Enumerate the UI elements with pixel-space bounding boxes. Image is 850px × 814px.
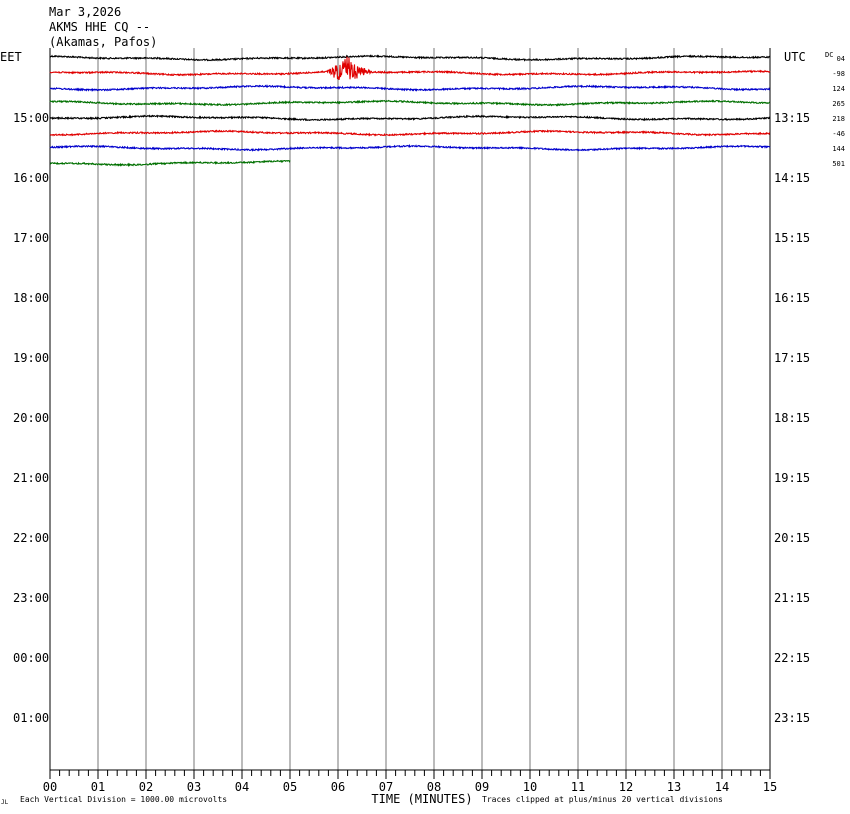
dc-label: DC bbox=[825, 51, 833, 59]
dc-offset-value: 501 bbox=[832, 160, 845, 168]
dc-offset-values: 04 -98 124 265 218 -46 144 501 bbox=[832, 55, 845, 168]
left-hour-labels: 15:00 16:00 17:00 18:00 19:00 20:00 21:00 22:00… bbox=[13, 111, 49, 725]
dc-offset-value: 265 bbox=[832, 100, 845, 108]
header-location: (Akamas, Pafos) bbox=[49, 35, 157, 49]
left-hour-label: 23:00 bbox=[13, 591, 49, 605]
x-tick-label: 08 bbox=[427, 780, 441, 794]
dc-offset-value: 144 bbox=[832, 145, 845, 153]
left-timezone-label: EET bbox=[0, 50, 22, 64]
x-tick-label: 15 bbox=[763, 780, 777, 794]
seismic-trace-row-1 bbox=[49, 56, 771, 81]
x-tick-label: 09 bbox=[475, 780, 489, 794]
dc-offset-value: 218 bbox=[832, 115, 845, 123]
x-tick-label: 12 bbox=[619, 780, 633, 794]
x-tick-label: 05 bbox=[283, 780, 297, 794]
x-tick-label: 03 bbox=[187, 780, 201, 794]
right-hour-label: 23:15 bbox=[774, 711, 810, 725]
x-axis: 00 01 02 03 04 05 06 07 08 09 10 11 12 13 14 15 bbox=[43, 770, 777, 794]
right-hour-label: 17:15 bbox=[774, 351, 810, 365]
x-tick-label: 07 bbox=[379, 780, 393, 794]
footer-clip-note: Traces clipped at plus/minus 20 vertical… bbox=[482, 795, 723, 804]
right-hour-label: 14:15 bbox=[774, 171, 810, 185]
seismic-trace-row-7 bbox=[49, 159, 291, 168]
trace-group bbox=[49, 54, 771, 168]
dc-offset-value: 04 bbox=[837, 55, 845, 63]
seismic-trace-row-4 bbox=[49, 114, 771, 122]
left-hour-label: 22:00 bbox=[13, 531, 49, 545]
left-hour-label: 17:00 bbox=[13, 231, 49, 245]
left-hour-label: 18:00 bbox=[13, 291, 49, 305]
right-hour-labels: 13:15 14:15 15:15 16:15 17:15 18:15 19:15 20:15… bbox=[774, 111, 810, 725]
dc-offset-value: 124 bbox=[832, 85, 845, 93]
seismic-trace-row-5 bbox=[49, 129, 771, 137]
right-hour-label: 16:15 bbox=[774, 291, 810, 305]
plot-grid bbox=[49, 48, 771, 771]
seismic-trace-row-3 bbox=[49, 99, 771, 107]
left-hour-label: 20:00 bbox=[13, 411, 49, 425]
dc-offset-value: -46 bbox=[832, 130, 845, 138]
x-tick-label: 10 bbox=[523, 780, 537, 794]
right-hour-label: 13:15 bbox=[774, 111, 810, 125]
right-timezone-label: UTC bbox=[784, 50, 806, 64]
left-hour-label: 16:00 bbox=[13, 171, 49, 185]
x-tick-label: 06 bbox=[331, 780, 345, 794]
x-axis-title: TIME (MINUTES) bbox=[371, 792, 472, 806]
dc-offset-value: -98 bbox=[832, 70, 845, 78]
x-tick-label: 00 bbox=[43, 780, 57, 794]
x-tick-label: 11 bbox=[571, 780, 585, 794]
x-tick-label: 02 bbox=[139, 780, 153, 794]
seismic-trace-row-2 bbox=[49, 84, 771, 92]
left-hour-label: 21:00 bbox=[13, 471, 49, 485]
x-tick-label: 14 bbox=[715, 780, 729, 794]
seismic-trace-row-6 bbox=[49, 143, 771, 152]
footer-mark: JL bbox=[1, 799, 9, 806]
right-hour-label: 18:15 bbox=[774, 411, 810, 425]
left-hour-label: 15:00 bbox=[13, 111, 49, 125]
right-hour-label: 21:15 bbox=[774, 591, 810, 605]
header-date: Mar 3,2026 bbox=[49, 5, 121, 19]
left-hour-label: 01:00 bbox=[13, 711, 49, 725]
x-tick-label: 01 bbox=[91, 780, 105, 794]
x-tick-label: 04 bbox=[235, 780, 249, 794]
x-tick-label: 13 bbox=[667, 780, 681, 794]
right-hour-label: 15:15 bbox=[774, 231, 810, 245]
seismic-trace-row-0 bbox=[49, 54, 771, 62]
left-hour-label: 00:00 bbox=[13, 651, 49, 665]
right-hour-label: 19:15 bbox=[774, 471, 810, 485]
right-hour-label: 20:15 bbox=[774, 531, 810, 545]
right-hour-label: 22:15 bbox=[774, 651, 810, 665]
footer-scale-note: Each Vertical Division = 1000.00 microvo… bbox=[20, 795, 227, 804]
left-hour-label: 19:00 bbox=[13, 351, 49, 365]
header-station: AKMS HHE CQ -- bbox=[49, 20, 150, 34]
